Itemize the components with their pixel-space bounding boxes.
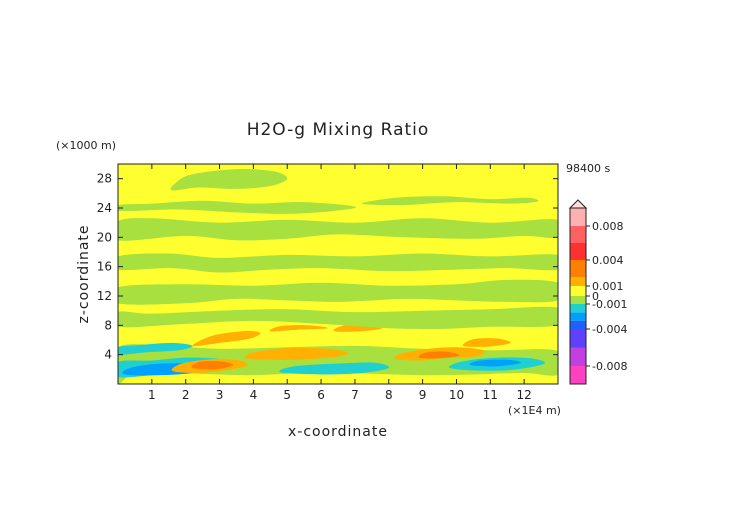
y-tick-label: 20 [97,230,112,244]
x-tick-label: 8 [385,388,393,402]
colorbar-label: 0 [592,290,599,303]
y-axis-unit: (×1000 m) [56,139,116,152]
contour-region [170,168,288,191]
contour-region [192,331,261,347]
x-tick-label: 7 [351,388,359,402]
colorbar-label: -0.004 [592,323,627,336]
colorbar-band [570,260,586,278]
colorbar-band [570,208,586,226]
x-tick-label: 1 [148,388,156,402]
y-axis-ticks: 4 8 12 16 20 24 28 [97,172,558,362]
colorbar-band [570,304,586,313]
colorbar-band [570,286,586,296]
colorbar-band [570,366,586,384]
colorbar-band [570,277,586,286]
plot-frame [117,163,559,385]
colorbar-label: -0.001 [592,298,627,311]
colorbar-band [570,312,586,321]
contour-region [244,347,349,360]
colorbar-band [570,243,586,260]
colorbar-band [570,226,586,243]
time-label: 98400 s [566,162,610,175]
colorbar-band [570,320,586,329]
contour-region [118,279,558,305]
colorbar-label: -0.008 [592,360,627,373]
y-tick-label: 28 [97,172,112,186]
contour-region [269,325,328,332]
y-tick-label: 12 [97,289,112,303]
y-tick-label: 24 [97,201,112,215]
colorbar-label: 0.001 [592,280,624,293]
x-axis-unit: (×1E4 m) [508,404,561,417]
x-tick-label: 5 [283,388,291,402]
y-tick-label: 16 [97,260,112,274]
contour-region [118,306,558,330]
contour-region [118,218,558,241]
colorbar-band [570,329,586,348]
x-tick-label: 9 [419,388,427,402]
contour-region [279,362,390,375]
x-tick-label: 11 [483,388,498,402]
x-tick-label: 3 [216,388,224,402]
contour-region [462,338,511,347]
contour-regions [118,168,558,384]
x-axis-ticks: 1 2 3 4 5 6 7 8 9 10 11 12 [148,164,532,402]
contour-region [118,342,193,355]
x-tick-label: 4 [250,388,258,402]
contour-region [118,253,558,273]
contour-region [469,359,522,367]
x-tick-label: 6 [317,388,325,402]
y-tick-label: 4 [104,348,112,362]
contour-region [191,361,234,370]
colorbar-label: 0.008 [592,220,624,233]
contour-region [418,351,460,359]
x-axis-title: x-coordinate [288,424,388,440]
y-tick-label: 8 [104,318,112,332]
colorbar-band [570,347,586,366]
colorbar-band [570,296,586,304]
x-tick-label: 12 [517,388,532,402]
contour-region [118,200,356,214]
y-axis-title: z-coordinate [76,224,92,323]
x-tick-label: 2 [182,388,190,402]
colorbar-extend-arrow [568,199,588,209]
x-tick-label: 10 [449,388,464,402]
contour-region [361,196,539,206]
chart-title: H2O-g Mixing Ratio [247,120,430,140]
colorbar-label: 0.004 [592,254,624,267]
